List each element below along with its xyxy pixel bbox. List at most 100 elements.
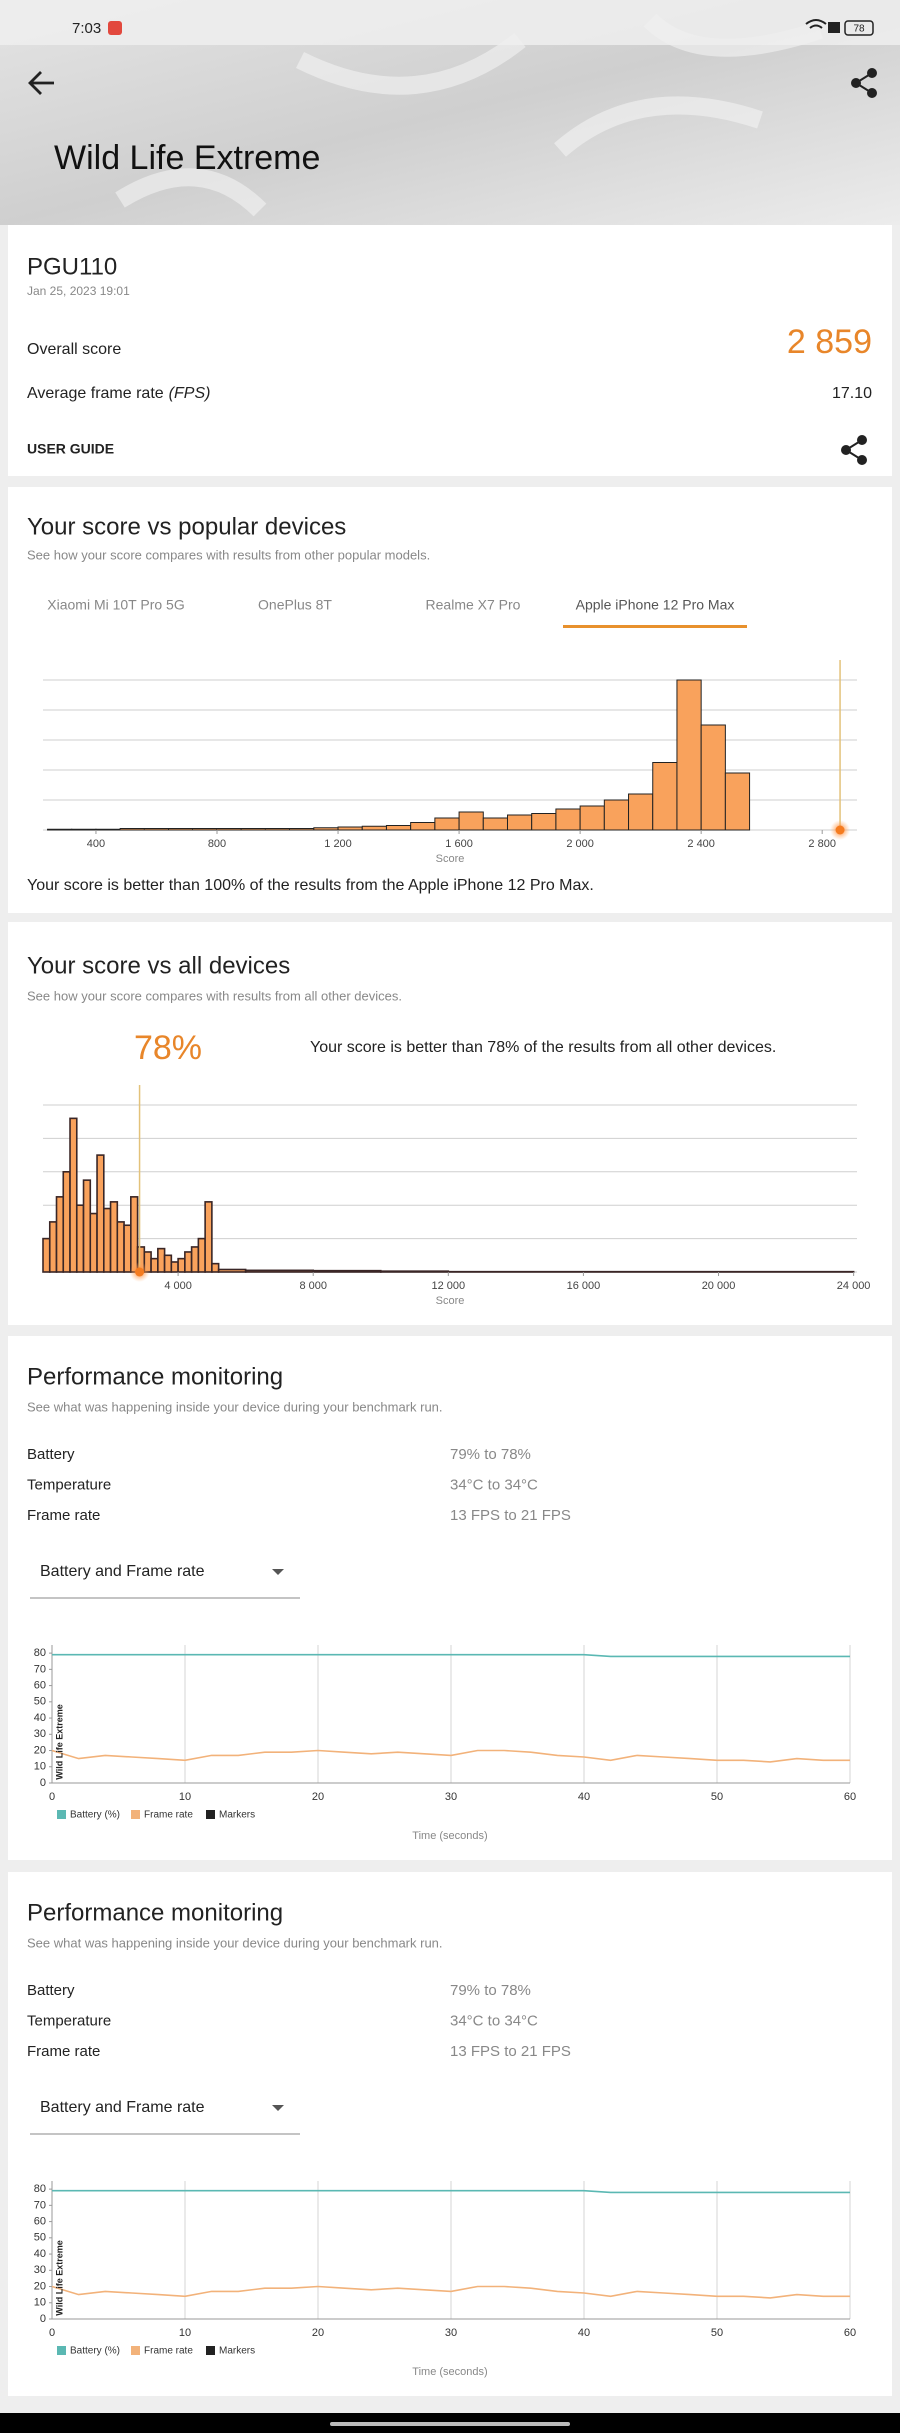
legend-swatch — [206, 1810, 215, 1819]
x-tick-label: 12 000 — [431, 1280, 465, 1292]
histogram-bar — [123, 1224, 132, 1273]
x-tick-label: 16 000 — [567, 1280, 601, 1292]
legend-swatch — [206, 2346, 215, 2355]
tab[interactable]: Xiaomi Mi 10T Pro 5G — [47, 597, 184, 613]
x-tick-label: 10 — [179, 2327, 191, 2339]
histogram-bar — [652, 762, 678, 831]
x-tick-label: 20 — [312, 2327, 324, 2339]
score-dot — [135, 1267, 145, 1277]
y-tick-label: 20 — [34, 2280, 46, 2292]
histogram-bar — [177, 1257, 186, 1273]
fps-unit: (FPS) — [169, 385, 211, 402]
histogram-bar — [289, 828, 315, 831]
histogram-bar — [482, 817, 508, 831]
x-tick-label: 24 000 — [837, 1280, 871, 1292]
x-tick-label: 2 800 — [808, 838, 836, 850]
back-button[interactable] — [28, 71, 54, 95]
share-button[interactable] — [851, 68, 877, 98]
section-title: Performance monitoring — [27, 1363, 283, 1390]
histogram-bar — [211, 1262, 220, 1273]
x-tick-label: 400 — [87, 838, 105, 850]
y-tick-label: 20 — [34, 1744, 46, 1756]
histogram-bar — [240, 828, 266, 831]
y-axis-title: Wild Life Extreme — [54, 1704, 64, 1779]
stat-label: Battery — [27, 1446, 75, 1463]
stat-label: Battery — [27, 1982, 75, 1999]
x-tick-label: 50 — [711, 1791, 723, 1803]
wifi-icon — [805, 19, 827, 29]
x-tick-label: 1 200 — [324, 838, 352, 850]
x-tick-label: 8 000 — [299, 1280, 327, 1292]
histogram-bar — [192, 828, 218, 831]
dropdown[interactable]: Battery and Frame rate — [40, 2099, 205, 2116]
legend-swatch — [131, 1810, 140, 1819]
histogram-bar — [506, 814, 533, 831]
histogram-bar — [119, 828, 145, 831]
y-tick-label: 70 — [34, 2199, 46, 2211]
y-tick-label: 60 — [34, 1679, 46, 1691]
y-tick-label: 30 — [34, 1728, 46, 1740]
tab-indicator — [563, 625, 747, 628]
x-tick-label: 800 — [208, 838, 226, 850]
battery-level: 78 — [853, 24, 865, 35]
histogram-bar — [385, 825, 412, 831]
y-tick-label: 60 — [34, 2215, 46, 2227]
x-tick-label: 1 600 — [445, 838, 473, 850]
histogram-bar — [676, 679, 702, 831]
y-tick-label: 50 — [34, 2232, 46, 2244]
histogram-bar — [313, 827, 339, 831]
score-dot — [835, 825, 845, 835]
x-axis-title: Score — [436, 853, 465, 865]
x-tick-label: 30 — [445, 1791, 457, 1803]
tab[interactable]: Apple iPhone 12 Pro Max — [576, 597, 735, 613]
histogram-bar — [89, 1212, 98, 1273]
result-date: Jan 25, 2023 19:01 — [27, 284, 130, 298]
y-axis-title: Wild Life Extreme — [54, 2240, 64, 2315]
histogram-bar — [410, 822, 436, 831]
user-guide-link[interactable]: USER GUIDE — [27, 441, 114, 457]
histogram-bar — [700, 724, 726, 831]
y-tick-label: 0 — [40, 1777, 46, 1789]
x-tick-label: 2 400 — [687, 838, 715, 850]
x-tick-label: 30 — [445, 2327, 457, 2339]
series-line — [52, 2189, 850, 2194]
status-bar — [0, 0, 900, 45]
histogram-bar — [379, 1270, 450, 1273]
stat-value: 79% to 78% — [450, 1982, 531, 1999]
histogram-bar — [163, 1254, 173, 1273]
tab[interactable]: Realme X7 Pro — [426, 597, 521, 613]
series-line — [52, 1653, 850, 1658]
stat-value: 13 FPS to 21 FPS — [450, 2043, 571, 2060]
histogram-bar — [109, 1201, 119, 1273]
y-tick-label: 10 — [34, 2297, 46, 2309]
stat-label: Frame rate — [27, 1507, 100, 1524]
histogram-bar — [434, 817, 460, 831]
dropdown-arrow[interactable] — [272, 2105, 284, 2111]
tab[interactable]: OnePlus 8T — [258, 597, 332, 613]
series-line — [51, 1749, 850, 1763]
y-tick-label: 80 — [34, 2183, 46, 2195]
histogram-bar — [116, 1221, 125, 1273]
histogram-bar — [724, 772, 751, 831]
histogram-bar — [69, 1117, 78, 1273]
x-axis-title: Time (seconds) — [412, 1830, 487, 1842]
histogram-bar — [48, 1221, 58, 1273]
x-tick-label: 20 000 — [702, 1280, 736, 1292]
legend-label: Frame rate — [144, 2346, 193, 2357]
home-indicator[interactable] — [330, 2422, 570, 2426]
histogram-bar — [47, 828, 73, 831]
fps-value: 17.10 — [832, 385, 872, 402]
x-axis-title: Time (seconds) — [412, 2366, 487, 2378]
dropdown[interactable]: Battery and Frame rate — [40, 1563, 205, 1580]
y-tick-label: 10 — [34, 1761, 46, 1773]
dropdown-arrow[interactable] — [272, 1569, 284, 1575]
section-subtitle: See what was happening inside your devic… — [27, 1399, 443, 1414]
histogram-bar — [96, 1154, 105, 1273]
histogram-bar — [628, 793, 654, 831]
histogram-bar — [217, 1268, 247, 1273]
histogram-bar — [458, 811, 484, 831]
x-tick-label: 60 — [844, 1791, 856, 1803]
share-result-button[interactable] — [841, 435, 867, 465]
overall-score: 2 859 — [787, 323, 872, 361]
